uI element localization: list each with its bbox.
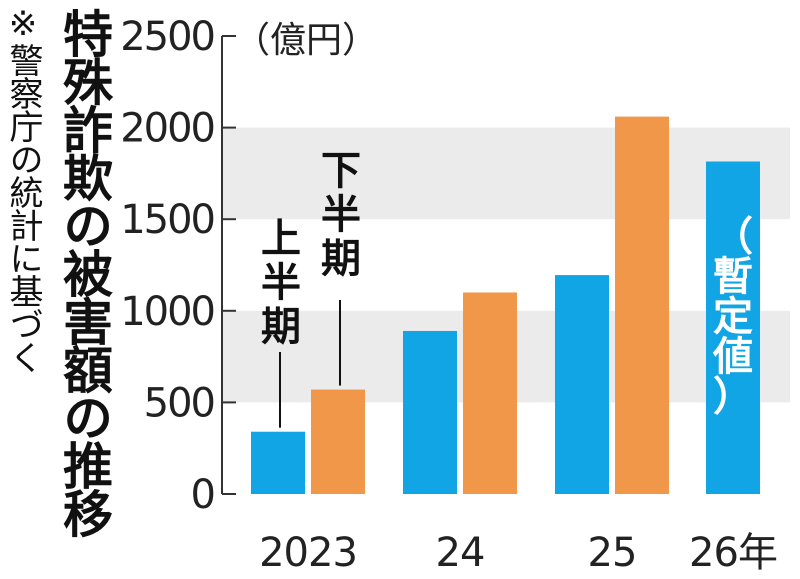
label-char: 下	[321, 148, 361, 194]
y-tick-label: 0	[191, 472, 214, 518]
label-char: 定	[713, 294, 753, 340]
x-tick-label: 26年	[689, 530, 777, 576]
source-note: ※警察庁の統計に基づく	[3, 4, 43, 373]
bar-first-half	[403, 330, 457, 494]
bar-first-half	[706, 161, 760, 494]
bar-second-half	[463, 292, 517, 494]
x-axis-labels: 2023 24 25 26年	[259, 530, 778, 576]
y-axis: 0 500 1000 1500 2000 2500 （億円）	[120, 14, 378, 518]
y-tick-label: 500	[144, 380, 214, 426]
label-char: ）	[713, 374, 753, 420]
label-char: 半	[261, 260, 301, 306]
shaded-band	[222, 127, 790, 220]
y-unit-label: （億円）	[234, 20, 378, 61]
label-char: 上	[261, 216, 301, 262]
series-label-first-half: 上半期	[261, 216, 301, 350]
bar-second-half	[615, 116, 669, 494]
x-tick-label: 2023	[259, 530, 357, 576]
label-char: 期	[261, 304, 301, 350]
y-tick-label: 2500	[120, 14, 214, 60]
bar-first-half	[555, 275, 609, 494]
chart-title: 特殊詐欺の被害額の推移	[55, 8, 113, 536]
y-tick-label: 1500	[120, 197, 214, 243]
label-char: 値	[712, 334, 753, 380]
x-tick-label: 24	[436, 530, 485, 576]
bar-first-half	[251, 431, 305, 494]
label-char: 暫	[713, 254, 753, 300]
bar-second-half	[311, 389, 365, 494]
bars	[251, 116, 760, 494]
series-label-second-half: 下半期	[321, 148, 361, 282]
label-char: （	[713, 214, 753, 260]
provisional-label: （暫定値）	[712, 214, 753, 420]
label-char: 期	[321, 236, 361, 282]
shaded-bands	[222, 127, 790, 403]
y-tick-label: 1000	[120, 289, 214, 335]
label-char: 半	[321, 192, 361, 238]
x-tick-label: 25	[588, 530, 637, 576]
y-tick-label: 2000	[120, 106, 214, 152]
